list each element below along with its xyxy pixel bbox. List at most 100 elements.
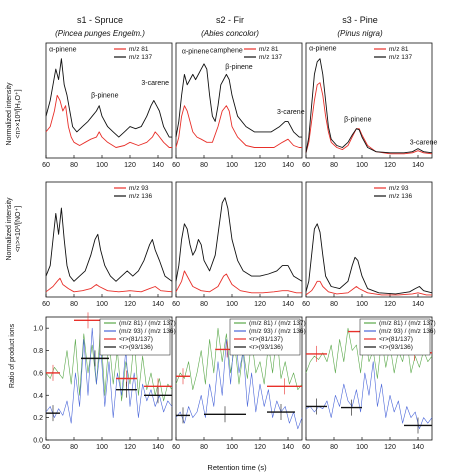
row1-ylabel-line2: <n>×10³/[H₃O⁺] [15,89,22,138]
x-tick-label: 140 [412,444,424,451]
panel-row3-s2: 60 80 100 120 140 (m/z 81) / (m/z 137)(m/z 93… [172,316,306,451]
series-line [45,327,173,424]
x-tick-label: 60 [172,301,180,308]
legend-box [359,318,431,356]
panel-frame [45,316,173,441]
column-subtitle-s3: (Pinus nigra) [337,29,383,38]
panel-row2-s1: 60 80 100 120 140 m/z 93m/z 136 [42,181,173,308]
legend-label: m/z 137 [129,54,153,61]
x-tick-label: 60 [302,301,310,308]
x-tick-label: 80 [330,444,338,451]
x-tick-label: 100 [96,301,108,308]
x-tick-label: 60 [172,162,180,169]
column-subtitle-s2: (Abies concolor) [201,29,259,38]
x-tick-label: 120 [384,444,396,451]
legend-box [99,318,171,356]
x-tick-label: 140 [152,162,164,169]
legend-label: (m/z 93) / (m/z 136) [379,328,436,335]
peak-annotation: β-pinene [344,116,371,123]
y-tick-label: 0.4 [33,393,43,400]
x-tick-label: 80 [200,301,208,308]
series-line [305,82,433,155]
x-tick-label: 60 [302,162,310,169]
peak-annotation: 3-carene [141,80,169,87]
y-tick-label: 0.6 [33,370,43,377]
legend-label: m/z 137 [259,54,283,61]
column-title-s3: s3 - Pine [342,15,378,25]
x-tick-label: 100 [226,162,238,169]
peak-annotation: 3-carene [277,109,305,116]
series-line [175,197,303,282]
x-tick-label: 100 [356,444,368,451]
column-title-s1: s1 - Spruce [77,15,123,25]
series-line [175,270,302,294]
peak-annotation: β-pinene [225,64,252,71]
peak-annotation: α-pinene [182,48,210,55]
legend-label: m/z 81 [389,46,409,53]
x-tick-label: 100 [226,444,238,451]
legend-label: <r>(81/137) [379,336,413,343]
row1-ylabel-line1: Normalized intensity [6,82,13,146]
column-subtitle-s1: (Pincea punges Engelm.) [55,29,145,38]
panel-frame [305,181,433,298]
x-tick-label: 140 [282,301,294,308]
legend-label: m/z 93 [129,185,149,192]
panel-row1-s1: 60 80 100 120 140 α-pinene β-pinene 3-carene m/z… [42,42,173,169]
legend-label: (m/z 93) / (m/z 136) [119,328,176,335]
panels: 60 80 100 120 140 α-pinene β-pinene 3-carene m/z… [33,42,438,451]
legend-label: (m/z 81) / (m/z 137) [119,320,176,327]
x-tick-label: 80 [70,301,78,308]
x-tick-label: 60 [42,301,50,308]
legend-label: m/z 137 [389,54,413,61]
x-tick-label: 60 [302,444,310,451]
x-tick-label: 100 [96,444,108,451]
peak-annotation: β-pinene [91,92,118,99]
y-tick-label: 0.2 [33,415,43,422]
x-tick-label: 60 [42,444,50,451]
x-tick-label: 100 [96,162,108,169]
x-tick-label: 120 [254,162,266,169]
x-tick-label: 120 [254,444,266,451]
x-tick-label: 140 [282,162,294,169]
series-line [305,223,433,295]
legend-box [229,318,301,356]
legend-label: m/z 136 [129,193,153,200]
series-line [305,327,433,379]
x-tick-label: 120 [124,444,136,451]
row2-ylabel-line2: <n>×10³/[NO⁺] [15,206,22,252]
y-tick-label: 0.8 [33,348,43,355]
legend-label: m/z 81 [259,46,279,53]
panel-row3-s1: 60 80 100 120 140 0.0 0.2 0.4 0.6 0.8 1.0 (m/z 81) … [33,312,176,451]
panel-frame [175,316,303,441]
series-line [305,361,433,430]
panel-row2-s3: 60 80 100 120 140 m/z 93m/z 136 [302,181,433,308]
panel-row1-s2: 60 80 100 120 140 α-pinene camphene β-pinene 3-c… [172,42,305,169]
y-tick-label: 1.0 [33,326,43,333]
x-tick-label: 120 [124,301,136,308]
x-tick-label: 80 [70,444,78,451]
x-tick-label: 140 [152,301,164,308]
legend-label: <r>(81/137) [249,336,283,343]
row3-ylabel: Ratio of product ions [9,323,16,388]
x-tick-label: 120 [384,301,396,308]
series-line [305,280,432,296]
series-line [45,94,172,148]
legend-label: <r>(93/136) [379,344,413,351]
x-tick-label: 140 [412,301,424,308]
series-line [175,327,303,390]
y-tick-label: 0.0 [33,438,43,445]
column-title-s2: s2 - Fir [216,15,244,25]
legend-label: <r>(93/136) [119,344,153,351]
x-tick-label: 80 [330,162,338,169]
row2-ylabel-line1: Normalized intensity [6,197,13,261]
x-tick-label: 140 [152,444,164,451]
legend-label: m/z 81 [129,46,149,53]
x-tick-label: 80 [200,162,208,169]
panel-frame [175,181,303,298]
series-line [175,63,302,138]
peak-annotation: α-pinene [49,46,77,53]
x-axis-label: Retention time (s) [207,463,267,472]
series-line [45,277,173,293]
x-tick-label: 120 [124,162,136,169]
